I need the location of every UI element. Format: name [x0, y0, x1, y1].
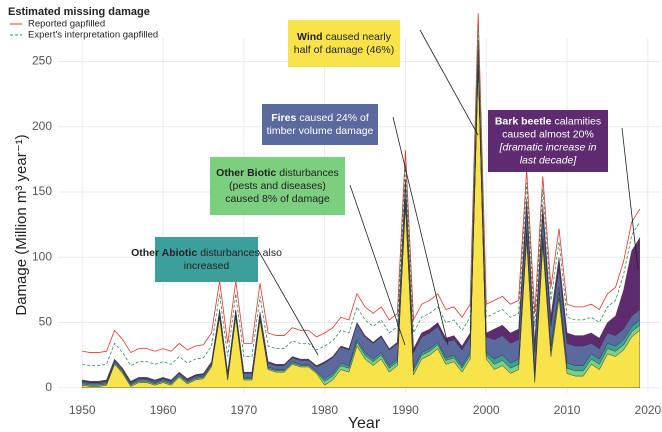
annotation-text: Fires caused 24% of	[271, 112, 369, 124]
annotation-text: Wind caused nearly	[297, 31, 392, 43]
y-tick-label: 250	[32, 54, 52, 68]
leader-line	[621, 127, 639, 271]
annotation-box	[210, 157, 345, 215]
x-axis-label: Year	[348, 415, 381, 432]
area	[82, 41, 640, 383]
annotation-text: Bark beetle calamities	[495, 115, 601, 127]
line	[82, 13, 641, 354]
x-tick-label: 1960	[150, 403, 177, 417]
y-tick-label: 0	[45, 380, 52, 394]
legend-label: Expert's interpretation gapfilled	[28, 30, 158, 41]
annotation-line: caused almost 20%	[502, 128, 594, 140]
annotation-line: half of damage (46%)	[294, 44, 394, 56]
annotation-line: disturbances	[279, 167, 339, 179]
x-tick-label: 2020	[635, 403, 662, 417]
annotation-series: Bark beetle	[495, 115, 552, 127]
y-axis-label: Damage (Million m³ year⁻¹)	[13, 134, 30, 315]
annotation-line: increased	[184, 260, 230, 272]
annotation-line: timber volume damage	[267, 125, 374, 137]
y-tick-label: 100	[32, 249, 52, 263]
annotation-line: caused nearly	[326, 31, 392, 43]
annotation-text: Other Biotic disturbances	[216, 167, 339, 179]
annotation-line: caused 8% of damage	[225, 193, 330, 205]
leader-line	[349, 184, 406, 346]
x-tick-label: 1990	[392, 403, 419, 417]
x-tick-label: 1980	[311, 403, 338, 417]
y-tick-label: 150	[32, 184, 52, 198]
annotation-line: calamities	[554, 115, 601, 127]
line	[82, 26, 641, 367]
y-tick-label: 200	[32, 119, 52, 133]
annotation-line: disturbances also	[200, 247, 282, 259]
x-tick-label: 1970	[231, 403, 258, 417]
leader-line	[392, 116, 449, 346]
annotation-box	[262, 104, 378, 145]
legend-label: Reported gapfilled	[28, 19, 105, 30]
annotation-line: [dramatic increase in	[499, 141, 597, 153]
annotation-series: Other Biotic	[216, 167, 276, 179]
x-tick-label: 1950	[69, 403, 96, 417]
legend-title: Estimated missing damage	[8, 6, 150, 18]
annotation-box	[488, 110, 608, 172]
annotation-box	[288, 20, 400, 67]
annotation-box	[155, 237, 258, 282]
annotation-text: Other Abiotic disturbances also	[131, 247, 282, 259]
x-tick-label: 2010	[554, 403, 581, 417]
leader-line	[419, 29, 479, 136]
annotation-series: Other Abiotic	[131, 247, 197, 259]
annotation-line: last decade]	[520, 154, 578, 166]
annotation-series: Wind	[297, 31, 323, 43]
leader-line	[257, 249, 319, 356]
annotation-series: Fires	[271, 112, 296, 124]
x-tick-label: 2000	[473, 403, 500, 417]
annotation-line: caused 24% of	[299, 112, 369, 124]
annotation-line: (pests and diseases)	[229, 180, 326, 192]
y-tick-label: 50	[39, 315, 53, 329]
